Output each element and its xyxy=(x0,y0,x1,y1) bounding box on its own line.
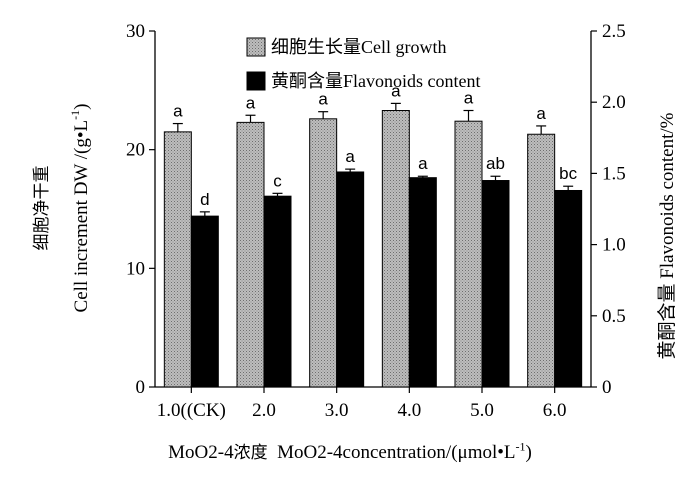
legend-swatch-flavonoids xyxy=(246,71,266,91)
flavonoids-significance-letter: a xyxy=(418,154,428,173)
flavonoids-bar xyxy=(190,215,219,388)
y-left-tick-label: 20 xyxy=(126,140,145,161)
axis-titles: 细胞净干重 Cell increment DW /(g•L-1) 黄酮含量 Flav… xyxy=(32,104,678,360)
cell-growth-bar xyxy=(454,120,483,388)
x-axis-title: MoO2-4浓度 MoO2-4concentration/(μmol•L-1) xyxy=(0,438,700,464)
cell-growth-bar xyxy=(163,131,192,388)
x-axis-chem-2: MoO xyxy=(277,442,318,463)
x-axis-chem-2-sup: 2- xyxy=(317,442,334,463)
x-axis-rest-sup: -1 xyxy=(515,439,526,454)
cell-growth-bar xyxy=(236,121,265,388)
cell-growth-significance-letter: a xyxy=(464,89,474,108)
y-left-title-cn-group: 细胞净干重 xyxy=(32,166,52,251)
cell-growth-significance-letter: a xyxy=(318,90,328,109)
y-left-title-en: Cell increment DW /(g•L-1) xyxy=(68,104,92,313)
cell-growth-significance-letter: a xyxy=(536,104,546,123)
y-right-tick-label: 0.5 xyxy=(602,306,626,327)
axes: 0 10 20 30 0 0.5 1.0 1.5 2.0 2.5 1.0((CK) 2.0 3.0 4.0… xyxy=(126,21,626,421)
x-tick-label: 5.0 xyxy=(470,400,494,421)
x-tick-label: 3.0 xyxy=(325,400,349,421)
cell-growth-significance-letter: a xyxy=(391,81,401,100)
y-right-tick-label: 2.0 xyxy=(602,92,626,113)
flavonoids-significance-letter: ab xyxy=(486,154,505,173)
y-left-title-cn: 细胞净干重 xyxy=(32,166,52,251)
flavonoids-bar xyxy=(481,180,510,388)
x-axis-chem-1-sup: 2- xyxy=(208,442,225,463)
legend-label-flavonoids: 黄酮含量Flavonoids content xyxy=(271,71,481,91)
flavonoids-significance-letter: c xyxy=(273,171,282,190)
y-right-title-group: 黄酮含量 Flavonoids content/% xyxy=(656,112,678,359)
x-tick-label: 1.0((CK) xyxy=(157,400,226,421)
flavonoids-bar xyxy=(263,195,292,388)
x-axis-rest-end: ) xyxy=(525,442,532,463)
y-left-title-en-main: Cell increment DW /(g•L xyxy=(71,120,92,313)
flavonoids-bar xyxy=(554,189,583,388)
x-axis-cn: 浓度 xyxy=(233,443,268,463)
legend: 细胞生长量Cell growth 黄酮含量Flavonoids content xyxy=(246,37,481,91)
y-left-tick-label: 10 xyxy=(126,258,145,279)
cell-growth-bar xyxy=(309,118,338,388)
bars: a d a c a a a a a ab a bc xyxy=(163,81,583,388)
flavonoids-bar xyxy=(408,177,437,388)
y-left-title-en-end: ) xyxy=(71,104,92,110)
x-axis-chem-1-sub: 4 xyxy=(224,442,234,463)
y-left-tick-label: 0 xyxy=(136,377,146,398)
flavonoids-bar xyxy=(336,171,365,388)
y-right-tick-label: 0 xyxy=(602,377,612,398)
flavonoids-significance-letter: bc xyxy=(559,164,577,183)
x-tick-label: 2.0 xyxy=(252,400,276,421)
x-tick-label: 4.0 xyxy=(397,400,421,421)
y-right-tick-label: 1.0 xyxy=(602,235,626,256)
cell-growth-bar xyxy=(381,110,410,388)
y-right-title: 黄酮含量 Flavonoids content/% xyxy=(656,112,678,359)
x-axis-chem-1: MoO xyxy=(168,442,209,463)
flavonoids-significance-letter: a xyxy=(345,147,355,166)
cell-growth-significance-letter: a xyxy=(246,93,256,112)
x-axis-rest: concentration/(μmol•L xyxy=(342,442,516,463)
y-right-tick-label: 1.5 xyxy=(602,163,626,184)
cell-growth-bar xyxy=(527,133,556,388)
y-right-tick-label: 2.5 xyxy=(602,21,626,42)
flavonoids-significance-letter: d xyxy=(200,190,209,209)
y-left-title-en-group: Cell increment DW /(g•L-1) xyxy=(68,104,92,313)
cell-growth-significance-letter: a xyxy=(173,102,183,121)
legend-swatch-cell-growth xyxy=(246,37,266,57)
y-left-title-en-sup: -1 xyxy=(68,110,82,120)
y-left-tick-label: 30 xyxy=(126,21,145,42)
x-axis-chem-2-sub: 4 xyxy=(333,442,343,463)
legend-label-cell-growth: 细胞生长量Cell growth xyxy=(271,37,447,57)
x-tick-label: 6.0 xyxy=(543,400,567,421)
